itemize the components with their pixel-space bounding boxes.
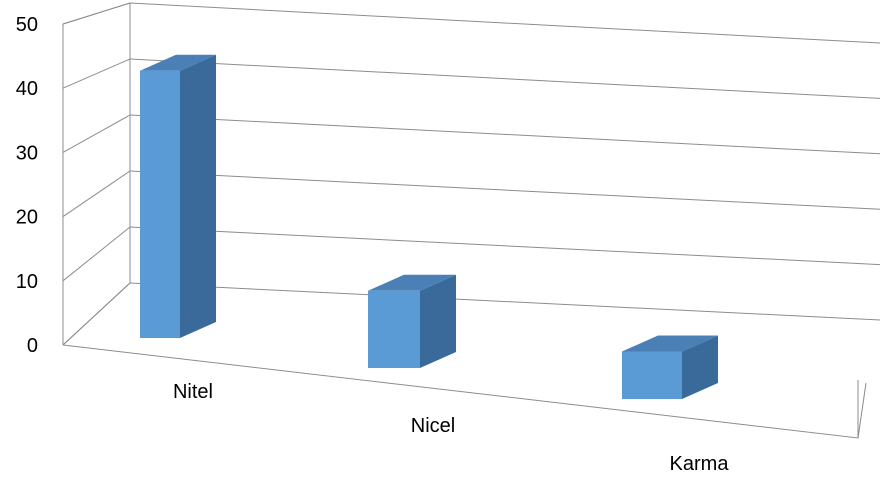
gridline-side-1 [62,226,131,282]
gridline-back-0 [129,282,881,321]
x-category-label: Nitel [173,381,213,403]
bar-side-nicel [420,274,456,368]
x-category-label: Nicel [411,415,455,437]
gridline-back-4 [129,58,881,99]
y-tick-label: 10 [16,271,38,293]
bar-side-nitel [180,54,216,338]
gridlines [62,2,881,346]
y-tick-label: 40 [16,78,38,100]
gridline-back-3 [129,114,881,155]
x-axis-labels: Nitel Nicel Karma [173,381,729,475]
gridline-side-5 [62,2,131,25]
gridline-side-4 [62,58,131,89]
bar-karma [622,351,682,399]
floor-right-edge [857,382,867,439]
bars [140,54,718,399]
y-axis-ticks: 0 10 20 30 40 50 [16,14,38,357]
gridline-side-0 [62,282,131,346]
bar-nitel [140,70,180,338]
gridline-back-2 [129,170,881,210]
x-category-label: Karma [670,453,730,475]
bar-top-nicel [368,274,456,291]
y-tick-label: 50 [16,14,38,36]
gridline-side-2 [62,170,131,218]
y-tick-label: 30 [16,142,38,164]
gridline-back-1 [129,226,881,266]
y-tick-label: 0 [27,335,38,357]
bar-top-karma [622,335,718,352]
bar-side-karma [682,335,718,399]
gridline-back-5 [129,2,881,44]
y-tick-label: 20 [16,207,38,229]
bar-nicel [368,290,420,368]
bar-top-nitel [140,54,216,71]
gridline-side-3 [62,114,131,153]
